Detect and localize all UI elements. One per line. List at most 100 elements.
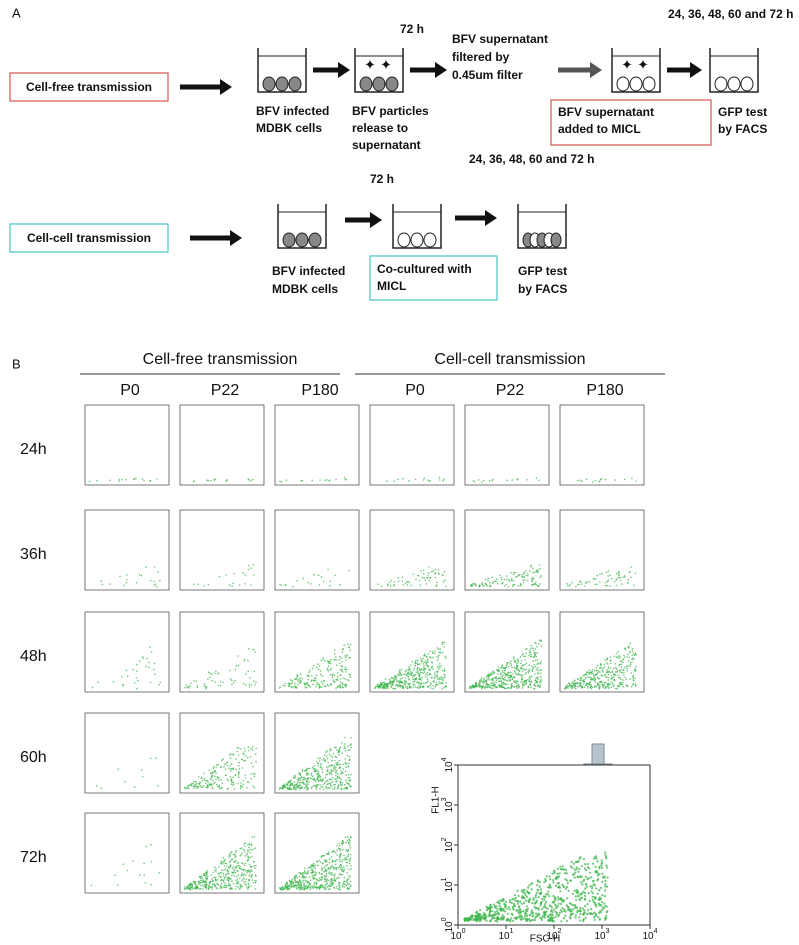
dot bbox=[479, 918, 481, 920]
dot bbox=[332, 756, 334, 758]
dot bbox=[148, 667, 150, 669]
dot bbox=[229, 884, 231, 886]
dot bbox=[300, 782, 302, 784]
dot bbox=[341, 752, 343, 754]
dot bbox=[510, 684, 512, 686]
dot bbox=[496, 680, 498, 682]
dot bbox=[424, 478, 426, 480]
dot bbox=[581, 481, 583, 483]
dot bbox=[208, 480, 210, 482]
dot bbox=[221, 869, 223, 871]
dot bbox=[435, 684, 437, 686]
dot bbox=[625, 677, 627, 679]
dot bbox=[533, 899, 535, 901]
dot bbox=[212, 883, 214, 885]
dot bbox=[408, 670, 410, 672]
dot bbox=[415, 660, 417, 662]
dot bbox=[505, 688, 507, 690]
dot bbox=[300, 480, 302, 482]
cell bbox=[424, 233, 436, 247]
dot bbox=[576, 861, 578, 863]
dot bbox=[319, 784, 321, 786]
dot bbox=[535, 660, 537, 662]
dot bbox=[304, 879, 306, 881]
dot bbox=[588, 673, 590, 675]
dot bbox=[424, 671, 426, 673]
dot bbox=[483, 480, 485, 482]
dot bbox=[408, 679, 410, 681]
dot bbox=[537, 889, 539, 891]
dot bbox=[349, 876, 351, 878]
dot bbox=[489, 920, 491, 922]
dot bbox=[508, 662, 510, 664]
dot bbox=[607, 876, 609, 878]
label: 24, 36, 48, 60 and 72 h bbox=[668, 7, 793, 21]
dot bbox=[344, 684, 346, 686]
dot bbox=[248, 782, 250, 784]
dot bbox=[469, 687, 471, 689]
label: 24, 36, 48, 60 and 72 h bbox=[469, 152, 594, 166]
dot bbox=[514, 900, 516, 902]
dot bbox=[623, 658, 625, 660]
dot bbox=[122, 684, 124, 686]
dot bbox=[510, 665, 512, 667]
dot bbox=[301, 786, 303, 788]
dot bbox=[405, 681, 407, 683]
dot bbox=[254, 773, 256, 775]
dot bbox=[412, 679, 414, 681]
dot bbox=[591, 673, 593, 675]
dot bbox=[350, 881, 352, 883]
dot bbox=[606, 911, 608, 913]
dot bbox=[346, 865, 348, 867]
dot bbox=[423, 683, 425, 685]
dot bbox=[442, 574, 444, 576]
dot bbox=[378, 684, 380, 686]
dot bbox=[501, 665, 503, 667]
dot bbox=[214, 673, 216, 675]
dot bbox=[330, 782, 332, 784]
dot bbox=[402, 685, 404, 687]
dot bbox=[511, 902, 513, 904]
dot bbox=[331, 668, 333, 670]
dot bbox=[556, 876, 558, 878]
tick-base: 10 bbox=[444, 841, 455, 853]
dot bbox=[286, 882, 288, 884]
dot bbox=[443, 670, 445, 672]
dot bbox=[525, 656, 527, 658]
dot bbox=[282, 685, 284, 687]
mini-plot bbox=[560, 612, 644, 692]
dot bbox=[530, 651, 532, 653]
dot bbox=[523, 582, 525, 584]
dot bbox=[254, 684, 256, 686]
dot bbox=[386, 688, 388, 690]
dot bbox=[440, 683, 442, 685]
dot bbox=[251, 856, 253, 858]
dot bbox=[239, 888, 241, 890]
dot bbox=[336, 869, 338, 871]
dot bbox=[508, 586, 510, 588]
dot bbox=[519, 908, 521, 910]
dot bbox=[487, 578, 489, 580]
dot bbox=[298, 887, 300, 889]
dot bbox=[534, 642, 536, 644]
dot bbox=[249, 849, 251, 851]
dot bbox=[532, 577, 534, 579]
dot bbox=[536, 900, 538, 902]
dot bbox=[391, 678, 393, 680]
dot bbox=[295, 875, 297, 877]
dot bbox=[238, 665, 240, 667]
dot bbox=[383, 684, 385, 686]
dot bbox=[336, 770, 338, 772]
dot bbox=[614, 581, 616, 583]
dot bbox=[323, 657, 325, 659]
dot bbox=[241, 875, 243, 877]
dot bbox=[335, 861, 337, 863]
dot bbox=[243, 869, 245, 871]
dot bbox=[229, 866, 231, 868]
dot bbox=[145, 666, 147, 668]
dot bbox=[421, 659, 423, 661]
dot bbox=[190, 889, 192, 891]
dot bbox=[330, 867, 332, 869]
dot bbox=[248, 884, 250, 886]
dot bbox=[422, 686, 424, 688]
